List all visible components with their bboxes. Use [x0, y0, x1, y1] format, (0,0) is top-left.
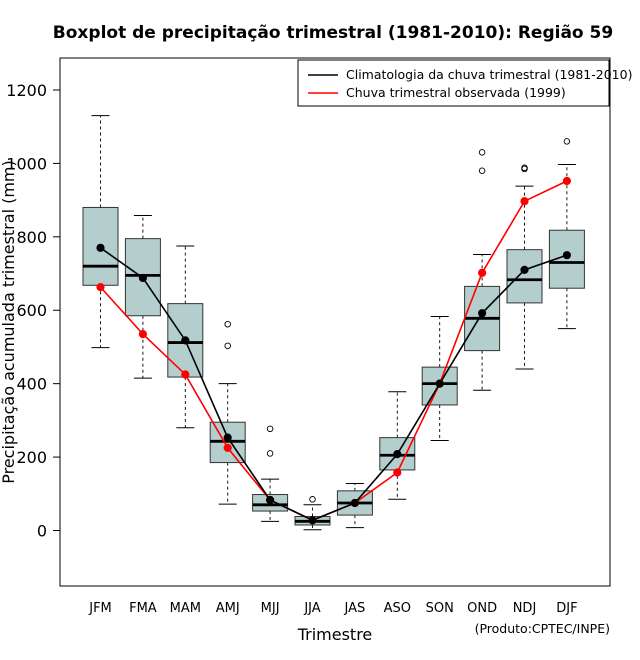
x-tick-label: DJF — [556, 601, 577, 616]
series-point-climatology — [478, 309, 487, 318]
chart-title: Boxplot de precipitação trimestral (1981… — [53, 23, 613, 43]
outlier-point — [266, 450, 274, 457]
outlier-point — [478, 149, 486, 156]
series-lines-group — [96, 176, 572, 525]
x-axis: JFM FMA MAM AMJ MJJ JJA JAS ASO SON OND NDJ DJF — [88, 601, 577, 616]
boxes-group — [82, 115, 585, 531]
x-tick-label: NDJ — [513, 601, 537, 616]
y-axis-label: Precipitação acumulada trimestral (mm) — [0, 160, 18, 484]
series-point-observed — [96, 283, 105, 292]
series-point-climatology — [393, 450, 402, 459]
outlier-point — [224, 342, 231, 350]
y-tick-label: 600 — [16, 301, 47, 320]
box-son — [421, 315, 458, 442]
x-tick-label: JAS — [344, 601, 366, 616]
series-point-observed — [181, 370, 190, 379]
x-tick-label: MAM — [170, 601, 201, 616]
x-tick-label: ASO — [384, 601, 411, 616]
plot-frame — [59, 57, 611, 587]
series-point-climatology — [96, 243, 105, 252]
x-tick-label: SON — [426, 601, 454, 616]
series-point-observed — [393, 468, 402, 477]
box-jja — [294, 496, 331, 531]
y-axis: 0 200 400 600 800 1000 1200 — [6, 81, 60, 541]
legend: Climatologia da chuva trimestral (1981-2… — [297, 59, 632, 107]
series-point-climatology — [266, 495, 275, 505]
box-body — [82, 206, 119, 286]
x-tick-label: AMJ — [216, 601, 240, 616]
y-tick-label: 800 — [16, 228, 47, 247]
outlier-point — [478, 167, 486, 174]
series-point-observed — [138, 330, 147, 339]
outlier-point — [266, 425, 274, 433]
outlier-point — [309, 496, 316, 503]
y-tick-label: 1200 — [6, 81, 47, 100]
box-jfm — [82, 115, 119, 349]
series-point-climatology — [350, 498, 359, 508]
x-tick-label: MJJ — [261, 601, 280, 616]
x-tick-label: JFM — [88, 601, 112, 616]
box-body — [506, 249, 543, 304]
series-point-observed — [562, 176, 572, 186]
y-tick-label: 200 — [16, 448, 47, 467]
series-point-observed — [520, 197, 529, 206]
box-djf — [548, 138, 585, 330]
series-point-climatology — [562, 251, 572, 260]
series-point-climatology — [308, 516, 317, 525]
y-tick-label: 400 — [16, 375, 47, 394]
credit-text: (Produto:CPTEC/INPE) — [475, 621, 610, 636]
series-point-climatology — [435, 379, 444, 388]
x-axis-label: Trimestre — [297, 625, 373, 644]
legend-label-observed: Chuva trimestral observada (1999) — [346, 85, 566, 100]
series-point-climatology — [138, 273, 147, 283]
box-amj — [209, 320, 246, 505]
y-tick-label: 1000 — [6, 154, 47, 173]
box-ond — [464, 149, 501, 391]
series-point-climatology — [181, 336, 190, 345]
legend-box — [297, 59, 610, 107]
series-line-climatology — [100, 247, 568, 522]
x-tick-label: FMA — [129, 601, 157, 616]
legend-label-climatology: Climatologia da chuva trimestral (1981-2… — [346, 67, 632, 82]
outlier-point — [521, 164, 528, 172]
series-point-observed — [478, 268, 487, 277]
outlier-point — [563, 138, 571, 145]
series-point-observed — [223, 443, 232, 453]
series-point-climatology — [223, 433, 232, 442]
series-point-climatology — [520, 265, 529, 274]
y-tick-label: 0 — [37, 522, 47, 541]
x-tick-label: OND — [467, 601, 497, 616]
box-mjj — [252, 425, 289, 522]
box-ndj — [506, 164, 543, 370]
x-tick-label: JJA — [303, 601, 320, 616]
outlier-point — [224, 320, 231, 328]
